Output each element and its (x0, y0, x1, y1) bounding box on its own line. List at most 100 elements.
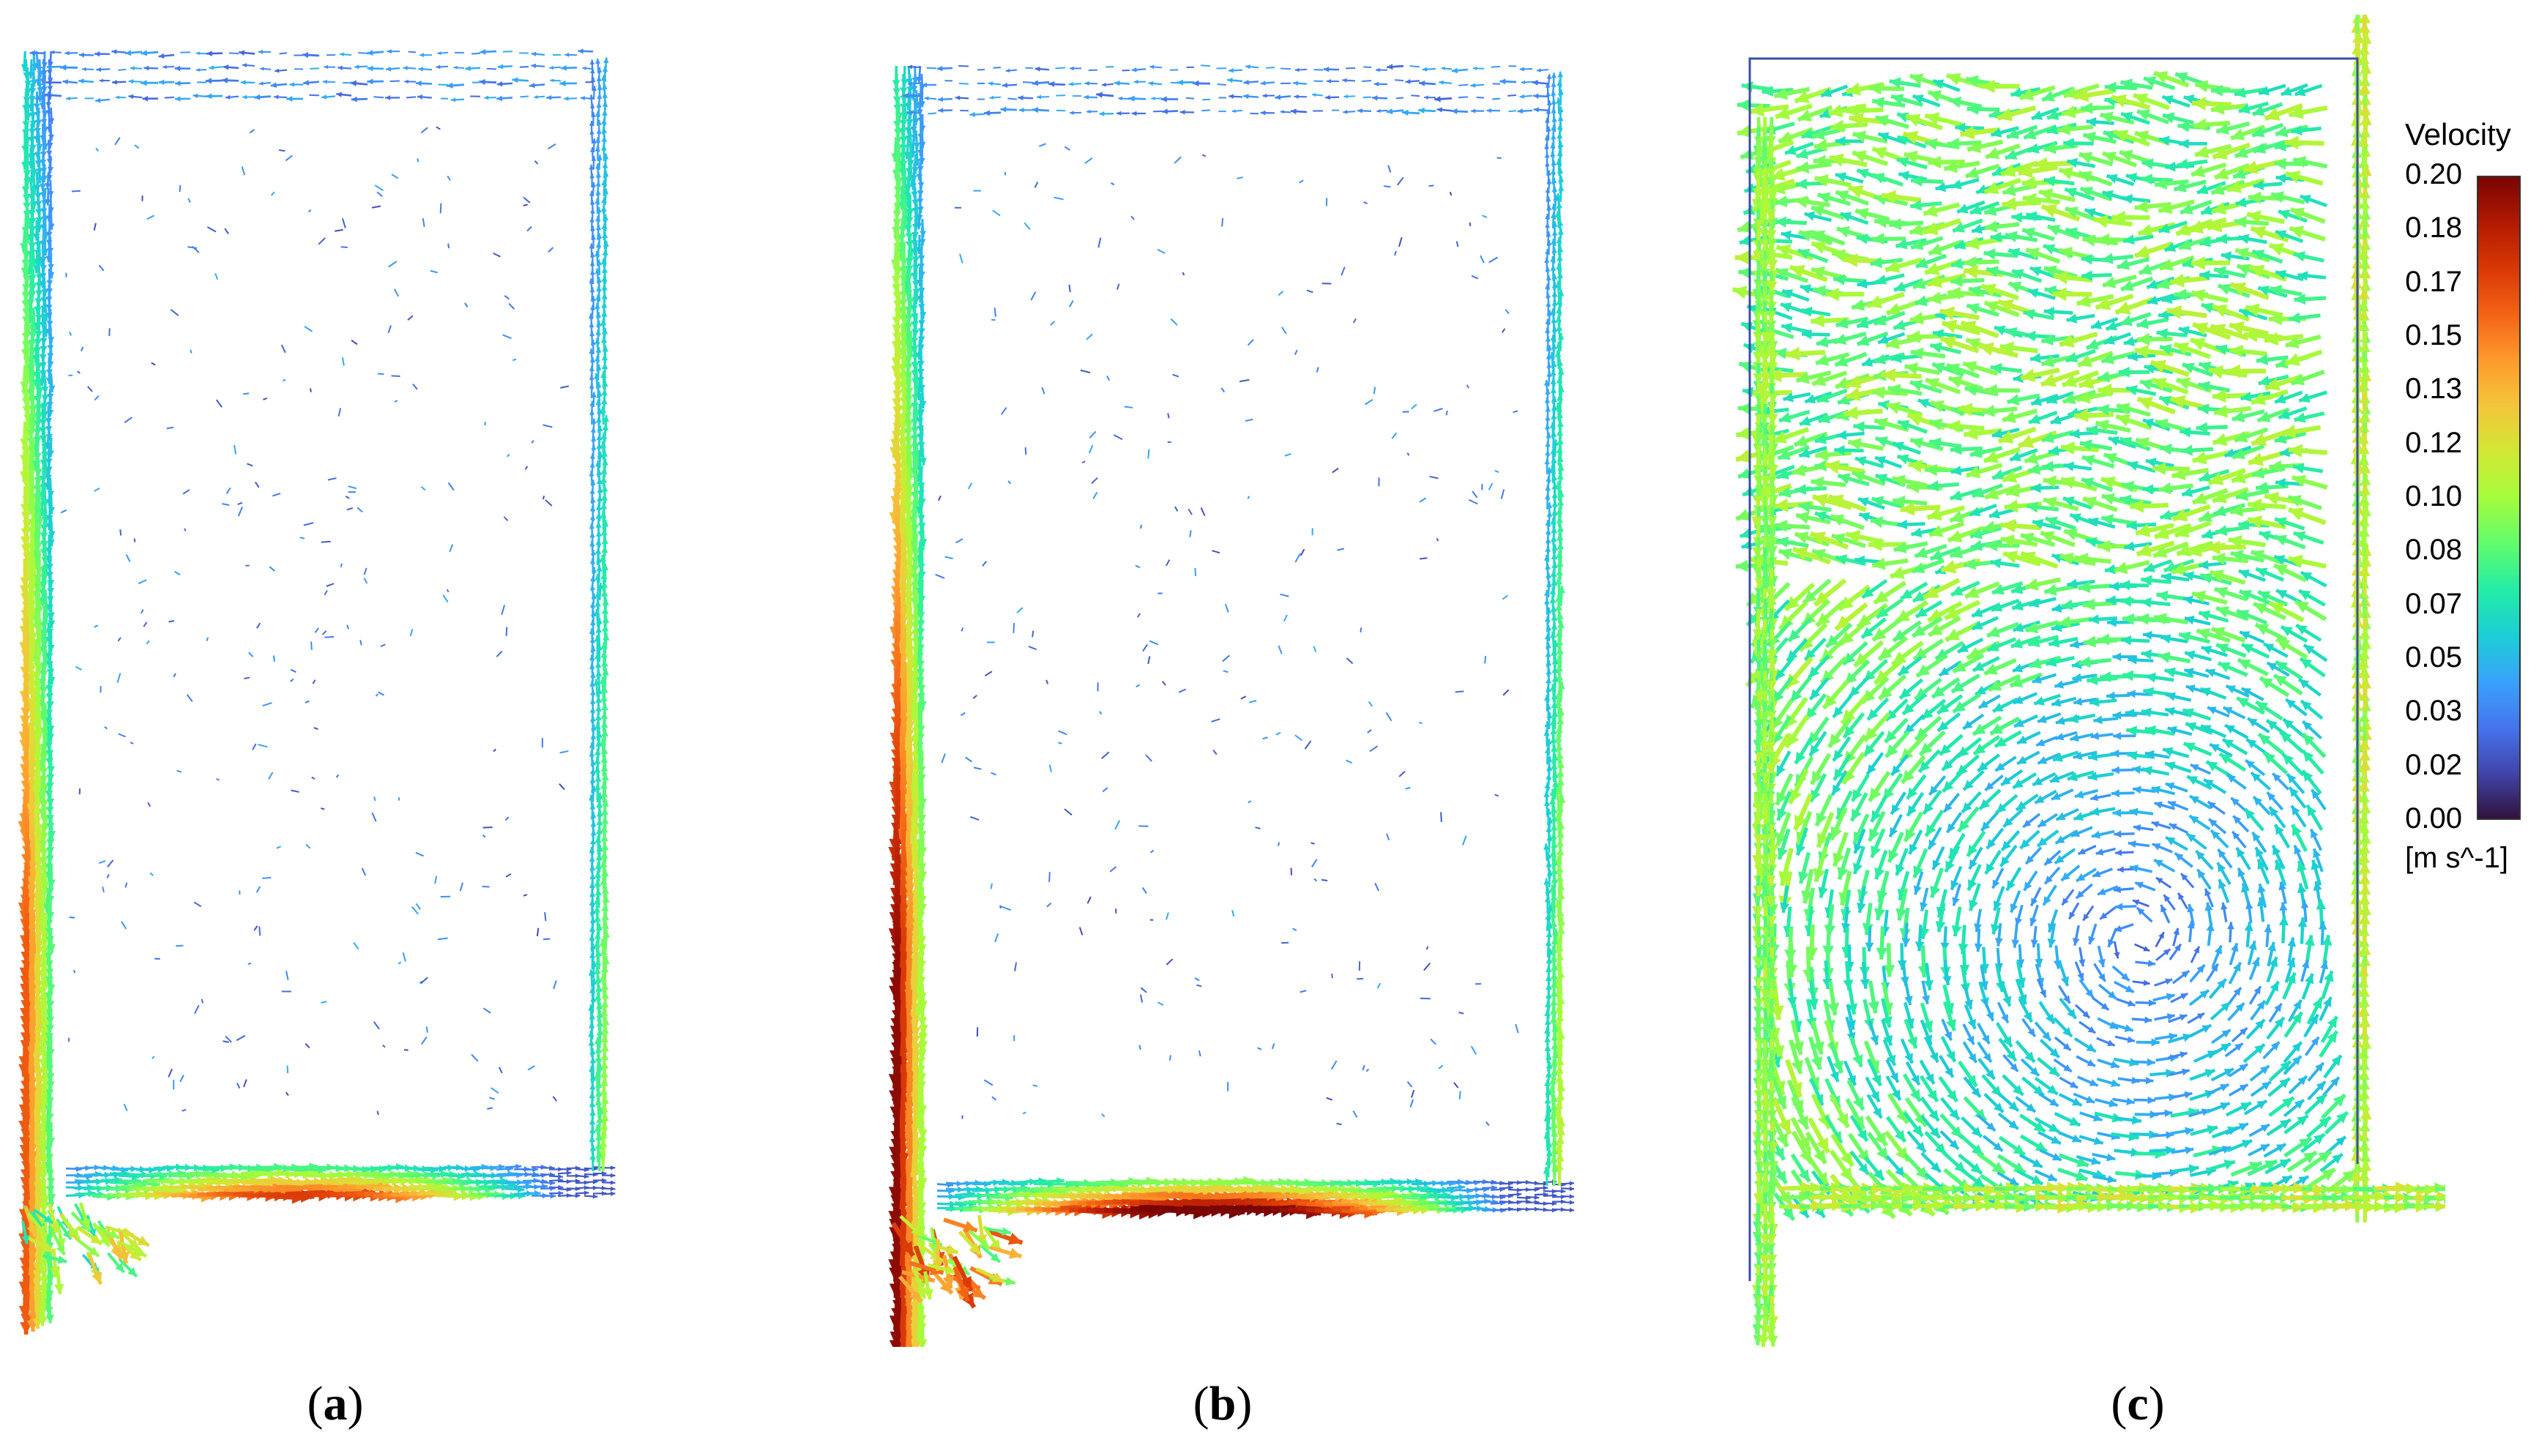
velocity-vector (179, 1075, 184, 1083)
velocity-vector (270, 191, 275, 196)
velocity-vector-head (69, 1228, 80, 1239)
velocity-vector-head (78, 52, 85, 58)
velocity-vector (512, 358, 517, 362)
velocity-vector (503, 516, 509, 521)
velocity-vector-head (96, 67, 102, 72)
velocity-vector (318, 237, 326, 245)
velocity-vector-head (90, 1233, 102, 1244)
velocity-vector-head (174, 65, 181, 72)
velocity-vector (253, 925, 258, 931)
velocity-vector-head (496, 95, 503, 102)
velocity-vector-head (108, 1229, 119, 1239)
velocity-vector (222, 503, 230, 507)
velocity-vector (523, 894, 528, 897)
velocity-vector-head (601, 1178, 607, 1183)
velocity-vector (420, 977, 428, 985)
velocity-vector (437, 937, 448, 941)
velocity-vector (151, 1056, 155, 1059)
velocity-vector (280, 344, 286, 354)
velocity-vector (447, 243, 450, 249)
velocity-vector-head (566, 1171, 572, 1176)
velocity-vector-head (99, 78, 103, 83)
velocity-vector (272, 655, 276, 662)
velocity-vector-head (151, 1179, 160, 1189)
velocity-vector-head (32, 1318, 43, 1329)
velocity-vector-head (324, 64, 329, 70)
velocity-vector-head (385, 95, 391, 100)
velocity-vector-head (915, 223, 922, 230)
velocity-vector-head (561, 65, 567, 71)
velocity-vector (69, 916, 75, 919)
velocity-vector (363, 567, 368, 575)
velocity-vector-head (480, 48, 486, 55)
velocity-vector-head (158, 53, 165, 59)
velocity-vector (548, 247, 554, 253)
velocity-vector (305, 1042, 310, 1049)
velocity-vector (176, 769, 182, 773)
velocity-vector (151, 362, 156, 366)
velocity-vector (116, 673, 122, 683)
velocity-vector-head (550, 1193, 556, 1199)
velocity-vector (504, 295, 510, 300)
velocity-vector-head (258, 81, 264, 86)
velocity-vector-head (484, 95, 489, 100)
velocity-vector (442, 594, 449, 603)
velocity-vector (523, 204, 529, 206)
velocity-vector-head (42, 1242, 54, 1252)
velocity-vector (412, 383, 418, 390)
velocity-vector-head (418, 67, 424, 72)
velocity-vector (326, 583, 335, 587)
velocity-vector (307, 209, 312, 213)
velocity-vector-head (163, 64, 167, 70)
velocity-vector (320, 807, 325, 810)
velocity-vector-head (193, 93, 198, 99)
velocity-vector (106, 874, 110, 878)
velocity-vector-head (60, 64, 67, 71)
velocity-vector (182, 489, 190, 495)
velocity-vector-head (496, 81, 503, 87)
velocity-vector (411, 906, 419, 915)
velocity-vector (75, 665, 82, 671)
velocity-vector-head (82, 67, 86, 72)
velocity-vector (388, 261, 398, 268)
velocity-vector (560, 385, 570, 389)
velocity-vector (143, 621, 148, 627)
velocity-vector (373, 1021, 380, 1030)
velocity-vector (438, 83, 449, 86)
velocity-vector (359, 640, 362, 646)
velocity-vector-head (124, 50, 132, 56)
velocity-vector-head (56, 1244, 65, 1255)
velocity-vector (303, 522, 314, 526)
velocity-vector (107, 859, 114, 867)
velocity-vector (184, 528, 187, 531)
velocity-vector (193, 1004, 200, 1015)
velocity-vector (430, 269, 438, 274)
velocity-vector (407, 315, 414, 321)
velocity-vector (276, 845, 281, 849)
velocity-vector (488, 1097, 495, 1100)
velocity-vector (408, 51, 417, 53)
velocity-vector-head (465, 65, 471, 72)
velocity-vector (417, 158, 420, 163)
velocity-vector-head (130, 66, 135, 71)
velocity-vector-head (29, 50, 36, 56)
velocity-vector-head (903, 151, 911, 160)
velocity-vector (375, 693, 379, 697)
velocity-vector (398, 961, 402, 965)
velocity-vector (121, 921, 127, 930)
velocity-vector (224, 228, 229, 234)
velocity-vector-head (497, 64, 504, 70)
velocity-vector (225, 487, 231, 495)
velocity-vector (374, 184, 384, 192)
velocity-vector-head (78, 78, 84, 84)
velocity-vector (371, 205, 381, 209)
velocity-vector-head (589, 59, 595, 65)
velocity-vector (393, 288, 400, 297)
velocity-vector (94, 624, 99, 628)
velocity-vector (252, 743, 257, 750)
velocity-vector-head (417, 94, 423, 100)
velocity-vector (95, 147, 100, 152)
velocity-vector (124, 882, 128, 888)
velocity-vector (324, 590, 328, 596)
velocity-vector-head (582, 66, 586, 70)
